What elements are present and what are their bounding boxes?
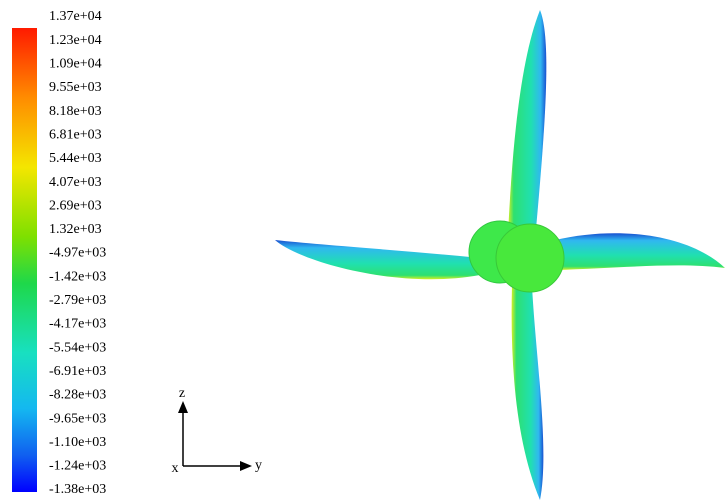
blade-bottom — [512, 285, 544, 500]
y-arrow — [240, 461, 252, 471]
hub — [496, 224, 564, 292]
contour-view: 1.37e+04 1.23e+04 1.09e+04 9.55e+03 8.18e+03… — [0, 0, 725, 502]
colorbar-label: 8.18e+03 — [49, 104, 102, 119]
propeller — [275, 10, 725, 500]
colorbar-label: 1.32e+03 — [49, 222, 102, 237]
blade-right — [555, 233, 725, 270]
x-label: x — [172, 461, 179, 476]
axis-triad: z y x — [172, 386, 263, 476]
colorbar-label: 4.07e+03 — [49, 175, 102, 190]
colorbar-label: -2.79e+03 — [49, 293, 106, 308]
colorbar-label: -4.17e+03 — [49, 317, 106, 332]
colorbar-label: 1.37e+04 — [49, 9, 102, 24]
colorbar-label: -8.28e+03 — [49, 388, 106, 403]
colorbar-labels: 1.37e+04 1.23e+04 1.09e+04 9.55e+03 8.18e+03… — [49, 9, 106, 497]
colorbar-label: -1.10e+03 — [49, 435, 106, 450]
y-label: y — [255, 458, 262, 473]
colorbar-label: -9.65e+03 — [49, 411, 106, 426]
z-label: z — [179, 386, 185, 401]
colorbar-label: 5.44e+03 — [49, 151, 102, 166]
colorbar-label: 1.09e+04 — [49, 57, 102, 72]
colorbar-label: 6.81e+03 — [49, 127, 102, 142]
z-arrow — [178, 401, 188, 413]
colorbar-label: -5.54e+03 — [49, 340, 106, 355]
blade-left — [275, 240, 480, 279]
colorbar-label: -1.42e+03 — [49, 269, 106, 284]
colorbar-label: 2.69e+03 — [49, 198, 102, 213]
blade-top — [508, 10, 546, 240]
colorbar-label: -6.91e+03 — [49, 364, 106, 379]
colorbar-label: 1.23e+04 — [49, 33, 102, 48]
colorbar-label: -1.38e+03 — [49, 482, 106, 497]
colorbar-label: -1.24e+03 — [49, 459, 106, 474]
colorbar-label: -4.97e+03 — [49, 246, 106, 261]
colorbar — [12, 28, 37, 492]
colorbar-label: 9.55e+03 — [49, 80, 102, 95]
